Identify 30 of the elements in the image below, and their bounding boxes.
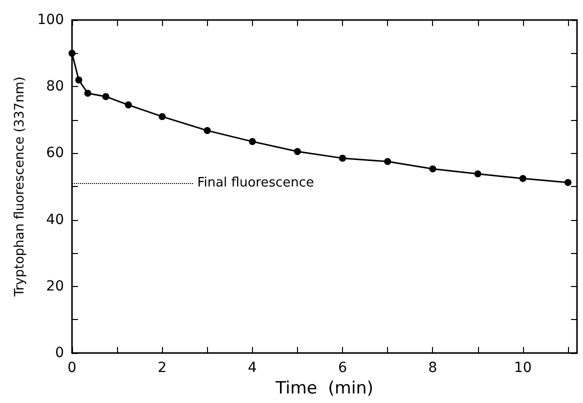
y-axis-title: Tryptophan fluorescence (337nm) [12, 76, 28, 298]
point [564, 179, 572, 186]
point [204, 127, 211, 134]
point [158, 113, 166, 120]
x-tick-label: 8 [428, 360, 438, 376]
point [248, 138, 256, 146]
x-axis-title: Time (min) [274, 378, 374, 398]
y-tick-label: 100 [37, 12, 64, 28]
x-tick-label: 10 [514, 360, 532, 376]
x-tick-label: 6 [338, 360, 348, 376]
point [102, 93, 110, 100]
x-tick-label: 4 [248, 360, 257, 376]
point [429, 165, 436, 172]
point [75, 76, 82, 84]
point [84, 90, 92, 97]
x-tick-label: 2 [158, 360, 167, 376]
point [124, 101, 132, 108]
x-tick-label: 0 [68, 360, 76, 376]
y-tick-label: 20 [46, 278, 64, 294]
point [339, 154, 346, 162]
point [384, 158, 392, 166]
y-tick-label: 40 [46, 212, 64, 228]
y-tick-label: 80 [46, 78, 64, 95]
ref-line-label: Final fluorescence [197, 176, 314, 191]
point [68, 50, 76, 57]
y-tick-label: 0 [55, 345, 64, 361]
y-tick-label: 60 [46, 145, 64, 162]
point [519, 175, 526, 182]
point [474, 170, 482, 178]
point [294, 148, 301, 156]
